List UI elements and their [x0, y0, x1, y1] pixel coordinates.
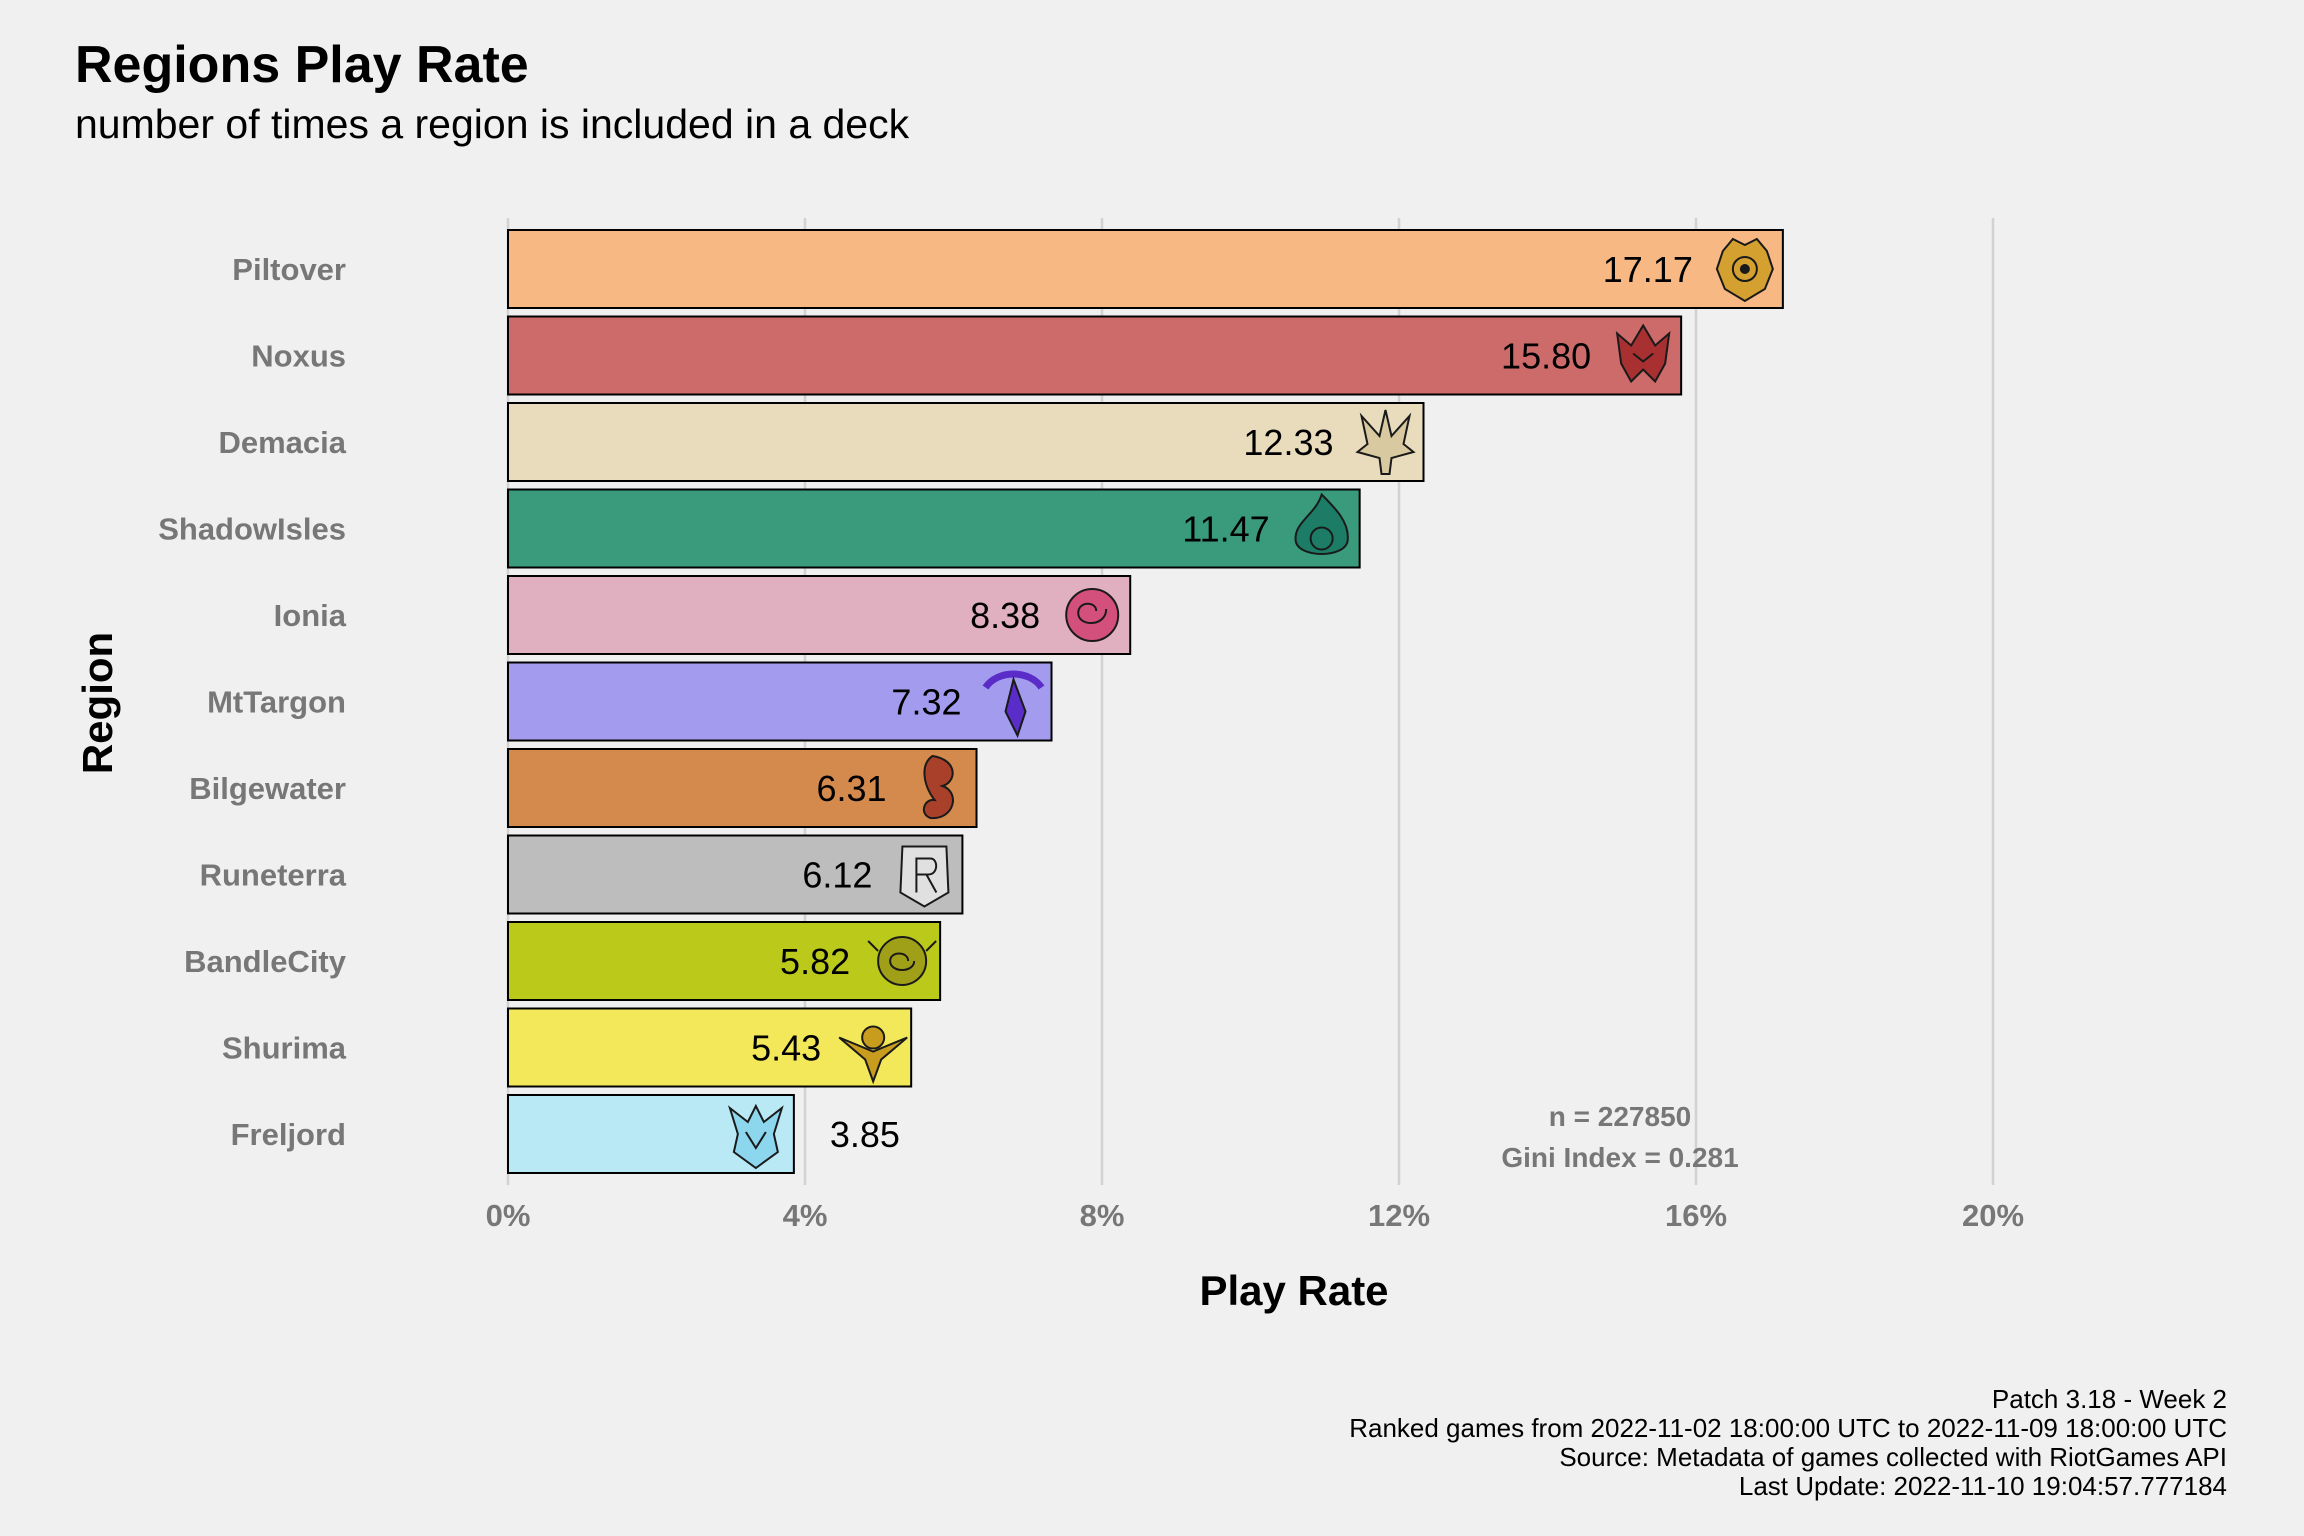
category-label: Bilgewater: [189, 771, 346, 806]
shurima-icon: [838, 1025, 908, 1085]
value-label: 17.17: [1603, 249, 1693, 290]
bar-mttargon: [507, 661, 1053, 742]
value-label: 7.32: [891, 682, 961, 723]
x-tick-label: 16%: [1665, 1198, 1727, 1233]
value-label: 12.33: [1243, 422, 1333, 463]
bar-bandlecity: [507, 921, 942, 1001]
noxus-icon: [1615, 323, 1671, 384]
category-label: MtTargon: [207, 685, 346, 720]
chart-subtitle: number of times a region is included in …: [75, 101, 910, 147]
category-label: ShadowIsles: [158, 512, 346, 547]
runeterra-icon: [899, 845, 950, 908]
category-labels: Piltover Noxus Demacia ShadowIsles Ionia MtTa…: [158, 252, 347, 1152]
bilgewater-icon: [922, 754, 954, 820]
category-label: Demacia: [218, 425, 346, 460]
bar-runeterra: [507, 834, 964, 915]
value-label: 5.82: [780, 941, 850, 982]
value-label: 3.85: [830, 1114, 900, 1155]
bandle-city-icon: [867, 936, 937, 986]
sample-size-annotation: n = 227850: [1549, 1101, 1691, 1132]
category-label: Noxus: [251, 339, 346, 374]
caption-line-2: Ranked games from 2022-11-02 18:00:00 UT…: [1349, 1413, 2227, 1443]
category-label: Piltover: [232, 252, 346, 287]
category-label: Runeterra: [200, 858, 347, 893]
x-axis-title: Play Rate: [1199, 1267, 1388, 1314]
value-label: 11.47: [1182, 509, 1269, 550]
chart-title: Regions Play Rate: [75, 36, 529, 94]
value-labels: 17.17 15.80 12.33 11.47 8.38 7.32 6.31 6.12 5.82…: [751, 249, 1693, 1155]
bar-ionia: [507, 575, 1132, 655]
bar-shurima: [507, 1007, 913, 1088]
category-label: BandleCity: [184, 944, 347, 979]
value-label: 8.38: [970, 595, 1040, 636]
value-label: 15.80: [1501, 336, 1591, 377]
demacia-icon: [1355, 409, 1416, 475]
y-axis-title: Region: [74, 632, 121, 774]
x-tick-labels: 0% 4% 8% 12% 16% 20%: [486, 1198, 2024, 1233]
x-tick-label: 12%: [1368, 1198, 1430, 1233]
category-label: Freljord: [231, 1117, 346, 1152]
caption-line-4: Last Update: 2022-11-10 19:04:57.777184: [1739, 1471, 2227, 1501]
x-tick-label: 4%: [783, 1198, 828, 1233]
x-tick-label: 0%: [486, 1198, 531, 1233]
caption-line-1: Patch 3.18 - Week 2: [1992, 1384, 2227, 1414]
region-icons: [727, 237, 1774, 1170]
bar-demacia: [507, 402, 1425, 482]
shadow-isles-icon: [1294, 492, 1349, 555]
value-label: 6.31: [816, 768, 886, 809]
mt-targon-icon: [982, 670, 1045, 739]
x-tick-label: 20%: [1962, 1198, 2024, 1233]
piltover-icon: [1715, 237, 1774, 303]
value-label: 5.43: [751, 1028, 821, 1069]
bar-noxus: [507, 315, 1683, 396]
ionia-icon: [1065, 588, 1120, 642]
bar-shadowisles: [507, 488, 1361, 569]
bars: [507, 229, 1784, 1174]
category-label: Ionia: [274, 598, 347, 633]
caption-line-3: Source: Metadata of games collected with…: [1559, 1442, 2227, 1472]
freljord-icon: [727, 1103, 784, 1170]
bar-piltover: [507, 229, 1784, 309]
bar-bilgewater: [507, 748, 978, 828]
value-label: 6.12: [802, 855, 872, 896]
x-tick-label: 8%: [1080, 1198, 1125, 1233]
category-label: Shurima: [222, 1031, 347, 1066]
gini-annotation: Gini Index = 0.281: [1501, 1142, 1738, 1173]
